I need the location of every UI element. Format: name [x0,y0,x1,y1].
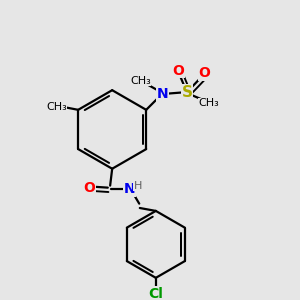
Text: S: S [182,85,192,100]
Text: CH₃: CH₃ [198,98,219,108]
Text: O: O [198,67,210,80]
Text: N: N [156,87,168,101]
Text: N: N [124,182,135,196]
Text: H: H [134,181,142,190]
Text: CH₃: CH₃ [46,102,67,112]
Text: Cl: Cl [148,286,163,300]
Text: CH₃: CH₃ [130,76,151,86]
Text: O: O [172,64,184,77]
Text: O: O [83,181,95,195]
